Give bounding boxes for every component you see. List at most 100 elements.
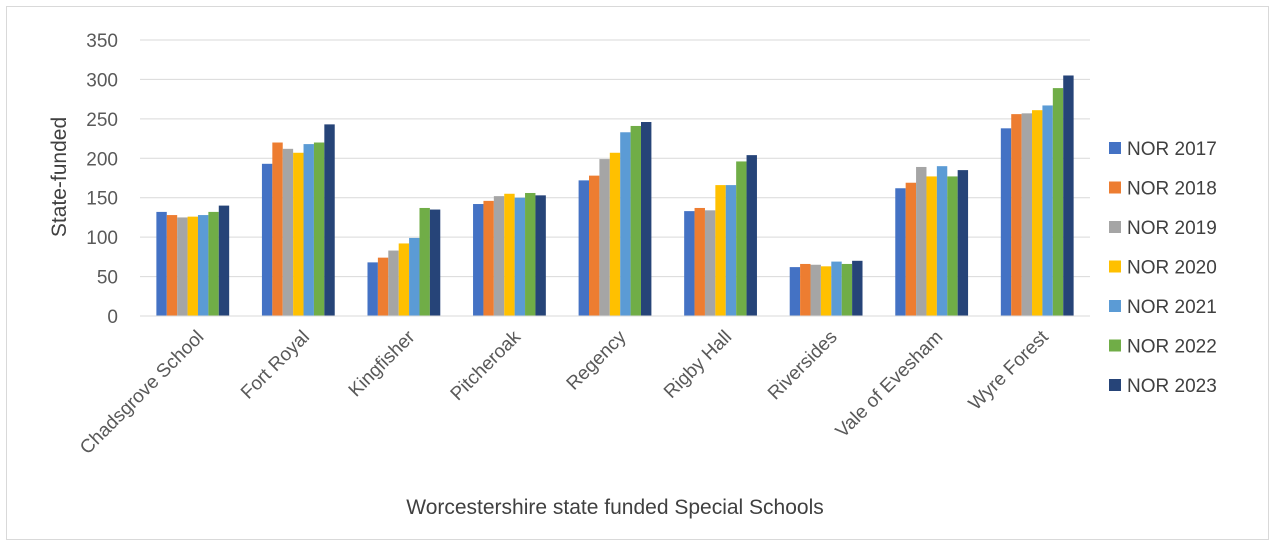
bar [704, 210, 716, 316]
x-tick-label: Fort Royal [237, 327, 314, 404]
bar [916, 166, 927, 316]
legend-label: NOR 2020 [1127, 258, 1217, 279]
x-tick-label: Wyre Forest [965, 326, 1053, 414]
bar [208, 211, 219, 316]
bar [947, 176, 958, 316]
legend: NOR 2017 NOR 2018 NOR 2019 NOR 2020 NOR 2021… [1109, 139, 1217, 397]
x-tick-label: Riversides [764, 327, 842, 405]
bar [789, 267, 801, 316]
bar [641, 122, 652, 316]
legend-label: NOR 2017 [1127, 139, 1217, 160]
legend-label: NOR 2019 [1127, 218, 1217, 239]
legend-label: NOR 2022 [1127, 337, 1217, 358]
legend-label: NOR 2023 [1127, 376, 1217, 397]
bar [620, 132, 631, 316]
bar [493, 196, 505, 316]
bar [483, 200, 494, 316]
bar [895, 188, 906, 316]
bar [936, 166, 948, 316]
legend-swatch [1109, 300, 1121, 312]
bar [156, 211, 167, 316]
bar [841, 263, 853, 316]
x-tick-label: Pitcheroak [447, 326, 526, 405]
bar [1063, 75, 1074, 316]
bar [367, 262, 378, 316]
bar [599, 159, 610, 316]
legend-swatch [1109, 379, 1121, 391]
bar [852, 260, 863, 316]
bar [525, 192, 536, 316]
bar [630, 125, 641, 316]
bar [282, 148, 294, 316]
bar [409, 237, 420, 316]
bar [1032, 110, 1043, 316]
x-axis-title: Worcestershire state funded Special Scho… [406, 496, 824, 519]
bar [398, 243, 410, 316]
bar [926, 176, 937, 316]
x-tick-label: Chadsgrove School [76, 327, 208, 459]
bar [1021, 113, 1033, 316]
bar [218, 205, 230, 316]
x-tick-labels: Chadsgrove School Fort Royal Kingfisher Pit… [76, 326, 1053, 459]
bar [313, 142, 325, 316]
y-tick-label: 350 [86, 31, 118, 52]
y-tick-label: 300 [86, 70, 118, 91]
bar [514, 197, 526, 316]
bar [187, 216, 198, 316]
bar [609, 152, 621, 316]
bar [377, 257, 389, 316]
bar [746, 155, 757, 316]
bar [303, 144, 314, 316]
y-tick-label: 250 [86, 110, 118, 131]
bar [1011, 114, 1022, 316]
bar [810, 264, 821, 316]
x-tick-label: Kingfisher [345, 326, 420, 401]
bar [197, 215, 209, 316]
legend-label: NOR 2021 [1127, 297, 1217, 318]
bar [589, 175, 600, 316]
bar [324, 124, 335, 317]
legend-swatch [1109, 221, 1121, 233]
y-tick-labels: 0 50 100 150 200 250 300 350 [86, 31, 118, 328]
bar [694, 207, 705, 316]
bar [1052, 88, 1064, 316]
bar [820, 266, 832, 316]
bar [429, 209, 441, 316]
bar [419, 207, 430, 316]
bar [800, 263, 811, 316]
bar [272, 142, 283, 316]
bar [293, 152, 304, 316]
bar [715, 185, 726, 316]
x-tick-label: Regency [563, 326, 631, 394]
y-tick-label: 50 [97, 268, 118, 289]
legend-swatch [1109, 339, 1121, 352]
bar [261, 163, 273, 316]
bar [177, 217, 188, 316]
legend-swatch [1109, 181, 1121, 194]
legend-swatch [1109, 260, 1121, 273]
bar [684, 211, 695, 316]
y-tick-label: 200 [86, 149, 118, 170]
bar [578, 180, 589, 316]
x-tick-label: Rigby Hall [660, 327, 736, 403]
y-tick-label: 150 [86, 189, 118, 210]
bar [1042, 105, 1053, 316]
bar [1000, 128, 1012, 316]
bar [535, 195, 546, 316]
y-tick-label: 100 [86, 228, 118, 249]
y-axis-title: State-funded [48, 117, 71, 237]
bar [831, 261, 842, 316]
x-tick-label: Vale of Evesham [832, 327, 947, 442]
bar [473, 204, 484, 316]
bar [957, 170, 969, 316]
bar [166, 215, 178, 316]
y-tick-label: 0 [107, 307, 118, 328]
bar [388, 250, 399, 316]
legend-label: NOR 2018 [1127, 179, 1217, 200]
bar [736, 161, 747, 316]
legend-swatch [1109, 142, 1121, 154]
bar [725, 185, 737, 316]
bars [156, 75, 1074, 317]
bar [905, 182, 917, 316]
